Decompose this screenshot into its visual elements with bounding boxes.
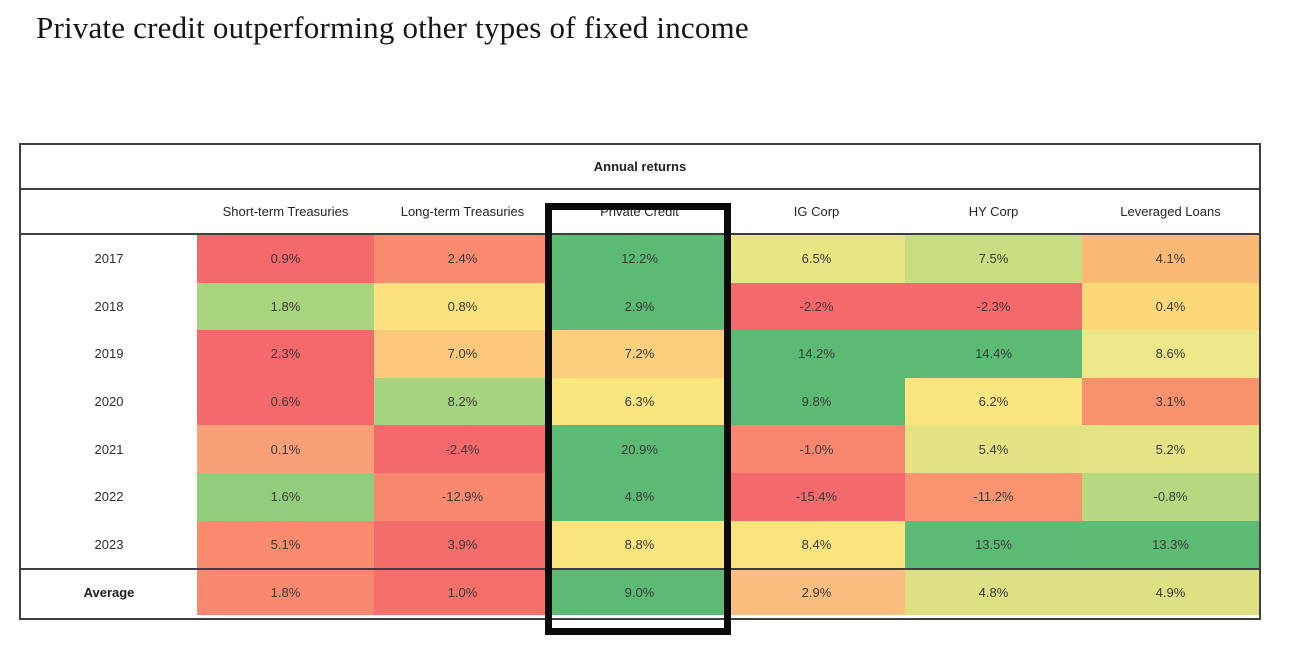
table-row-2022: 2022 1.6% -12.9% 4.8% -15.4% -11.2% -0.8% [21, 472, 1259, 521]
heatmap-cell: 0.8% [374, 282, 551, 331]
heatmap-cell: 6.5% [728, 235, 905, 283]
heatmap-cell: 3.9% [374, 520, 551, 569]
row-label: 2019 [21, 330, 197, 378]
heatmap-cell: 1.0% [374, 570, 551, 616]
heatmap-cell: 14.4% [905, 330, 1082, 378]
heatmap-rows: 2017 0.9% 2.4% 12.2% 6.5% 7.5% 4.1% 2018 1.8% 0.8… [21, 235, 1259, 616]
row-label: 2022 [21, 472, 197, 521]
row-label: 2020 [21, 377, 197, 426]
row-label: 2021 [21, 425, 197, 473]
heatmap-cell: 6.2% [905, 377, 1082, 426]
heatmap-cell: 2.9% [728, 570, 905, 616]
heatmap-cell: -2.3% [905, 282, 1082, 331]
heatmap-cell: 8.4% [728, 520, 905, 569]
heatmap-cell: -11.2% [905, 472, 1082, 521]
heatmap-cell: 6.3% [551, 377, 728, 426]
heatmap-cell: 13.3% [1082, 520, 1259, 569]
heatmap-cell: 3.1% [1082, 377, 1259, 426]
heatmap-cell: 0.1% [197, 425, 374, 473]
heatmap-cell: 1.6% [197, 472, 374, 521]
heatmap-cell: 0.6% [197, 377, 374, 426]
heatmap-cell: 0.4% [1082, 282, 1259, 331]
heatmap-cell: 4.1% [1082, 235, 1259, 283]
heatmap-cell: 2.3% [197, 330, 374, 378]
heatmap-cell: 7.0% [374, 330, 551, 378]
heatmap-cell: 4.8% [551, 472, 728, 521]
heatmap-cell: 14.2% [728, 330, 905, 378]
heatmap-cell: 7.2% [551, 330, 728, 378]
heatmap-cell: -15.4% [728, 472, 905, 521]
table-row-2018: 2018 1.8% 0.8% 2.9% -2.2% -2.3% 0.4% [21, 282, 1259, 331]
heatmap-cell: 12.2% [551, 235, 728, 283]
table-row-2020: 2020 0.6% 8.2% 6.3% 9.8% 6.2% 3.1% [21, 377, 1259, 426]
column-header-hy-corp: HY Corp [968, 204, 1019, 219]
heatmap-cell: 4.8% [905, 570, 1082, 616]
column-header-ig-corp: IG Corp [793, 204, 840, 219]
heatmap-cell: 5.4% [905, 425, 1082, 473]
heatmap-cell: 9.8% [728, 377, 905, 426]
heatmap-cell: -0.8% [1082, 472, 1259, 521]
heatmap-cell: 8.6% [1082, 330, 1259, 378]
heatmap-cell: 2.4% [374, 235, 551, 283]
column-header-private-credit: Private Credit [600, 204, 679, 219]
table-row-2023: 2023 5.1% 3.9% 8.8% 8.4% 13.5% 13.3% [21, 520, 1259, 569]
table-header-label: Annual returns [593, 159, 687, 174]
heatmap-cell: 5.2% [1082, 425, 1259, 473]
table-header-band: Annual returns [21, 145, 1259, 190]
table-row-2019: 2019 2.3% 7.0% 7.2% 14.2% 14.4% 8.6% [21, 330, 1259, 378]
heatmap-cell: -12.9% [374, 472, 551, 521]
heatmap-cell: 8.2% [374, 377, 551, 426]
page-title: Private credit outperforming other types… [36, 10, 749, 45]
row-label: Average [21, 570, 197, 616]
column-header-leveraged-loans: Leveraged Loans [1120, 204, 1221, 219]
heatmap-cell: 20.9% [551, 425, 728, 473]
heatmap-cell: 1.8% [197, 570, 374, 616]
heatmap-cell: 9.0% [551, 570, 728, 616]
table-row-2021: 2021 0.1% -2.4% 20.9% -1.0% 5.4% 5.2% [21, 425, 1259, 473]
heatmap-cell: 1.8% [197, 282, 374, 331]
table-row-average: Average 1.8% 1.0% 9.0% 2.9% 4.8% 4.9% [21, 568, 1259, 616]
column-header-short-term-treasuries: Short-term Treasuries [222, 204, 349, 219]
column-header-long-term-treasuries: Long-term Treasuries [400, 204, 525, 219]
row-label: 2023 [21, 520, 197, 569]
annual-returns-table: Annual returns Short-term Treasuries Long… [19, 143, 1261, 635]
heatmap-cell: 4.9% [1082, 570, 1259, 616]
heatmap-cell: 13.5% [905, 520, 1082, 569]
heatmap-cell: -2.4% [374, 425, 551, 473]
table-row-2017: 2017 0.9% 2.4% 12.2% 6.5% 7.5% 4.1% [21, 235, 1259, 283]
heatmap-cell: 5.1% [197, 520, 374, 569]
heatmap-cell: -2.2% [728, 282, 905, 331]
heatmap-cell: 8.8% [551, 520, 728, 569]
row-label-column-spacer [21, 190, 197, 233]
heatmap-cell: 0.9% [197, 235, 374, 283]
row-label: 2017 [21, 235, 197, 283]
heatmap-cell: -1.0% [728, 425, 905, 473]
heatmap-cell: 7.5% [905, 235, 1082, 283]
row-label: 2018 [21, 282, 197, 331]
column-header-row: Short-term Treasuries Long-term Treasurie… [21, 190, 1259, 235]
heatmap-cell: 2.9% [551, 282, 728, 331]
